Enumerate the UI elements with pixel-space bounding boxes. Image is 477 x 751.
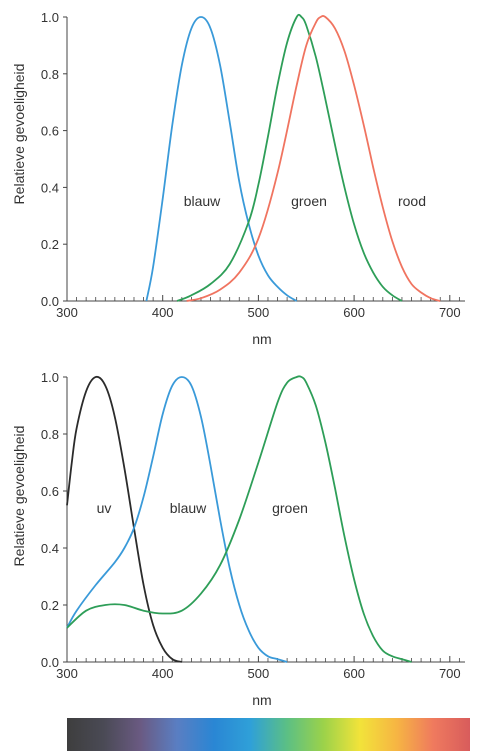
y-axis-label: Relatieve gevoeligheid xyxy=(11,64,27,205)
y-tick-label: 0.2 xyxy=(41,237,59,252)
x-tick-label: 300 xyxy=(56,305,78,320)
x-axis-label: nm xyxy=(252,331,271,347)
series-label-blauw: blauw xyxy=(170,500,207,516)
y-tick-label: 1.0 xyxy=(41,370,59,385)
x-tick-label: 700 xyxy=(439,666,461,681)
x-tick-label: 600 xyxy=(343,666,365,681)
y-tick-label: 0.4 xyxy=(41,180,59,195)
series-label-blauw: blauw xyxy=(184,193,221,209)
x-tick-label: 300 xyxy=(56,666,78,681)
x-tick-label: 500 xyxy=(248,305,270,320)
y-tick-label: 0.0 xyxy=(41,655,59,670)
x-tick-label: 400 xyxy=(152,666,174,681)
series-label-rood: rood xyxy=(398,193,426,209)
series-line-groen xyxy=(176,13,403,302)
y-tick-label: 0.8 xyxy=(41,427,59,442)
series-label-uv: uv xyxy=(97,500,112,516)
x-tick-label: 700 xyxy=(439,305,461,320)
y-tick-label: 0.4 xyxy=(41,541,59,556)
chart-bottom: Relatieve gevoeligheid nm 0.0 0.2 0.4 0.6 0.… xyxy=(11,370,465,708)
series-line-groen xyxy=(66,375,412,663)
y-axis-label: Relatieve gevoeligheid xyxy=(11,426,27,567)
x-tick-label: 600 xyxy=(343,305,365,320)
y-tick-label: 0.8 xyxy=(41,67,59,82)
y-tick-label: 0.6 xyxy=(41,484,59,499)
chart-top: Relatieve gevoeligheid nm 0.0 0.2 0.4 0.6 0.… xyxy=(11,10,465,347)
x-tick-label: 500 xyxy=(248,666,270,681)
x-axis-label: nm xyxy=(252,692,271,708)
series-label-groen: groen xyxy=(291,193,327,209)
x-tick-label: 400 xyxy=(152,305,174,320)
series-line-uv xyxy=(66,375,183,663)
y-tick-label: 0.2 xyxy=(41,598,59,613)
y-tick-label: 0.0 xyxy=(41,294,59,309)
series-line-rood xyxy=(186,15,441,302)
y-tick-label: 0.6 xyxy=(41,124,59,139)
y-tick-label: 1.0 xyxy=(41,10,59,25)
series-label-groen: groen xyxy=(272,500,308,516)
series-line-blauw xyxy=(66,376,288,663)
series-line-blauw xyxy=(145,16,298,302)
color-spectrum-bar xyxy=(67,718,470,751)
